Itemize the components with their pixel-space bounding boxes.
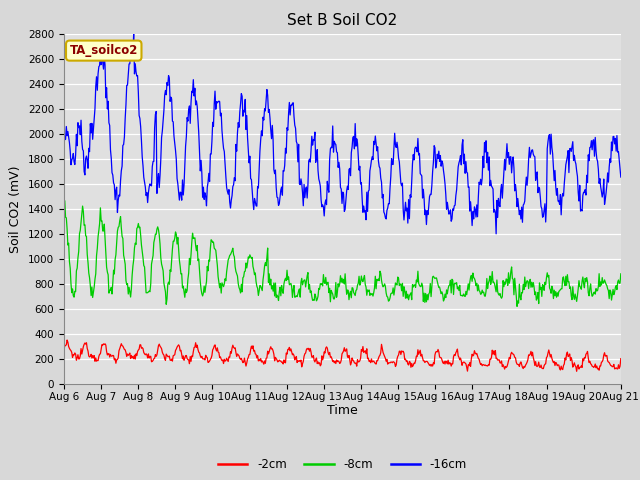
Line: -8cm: -8cm [64, 201, 621, 306]
-8cm [428, 294, 435, 300]
Title: Set B Soil CO2: Set B Soil CO2 [287, 13, 397, 28]
-8cm [411, 282, 419, 288]
-16cm [411, 146, 419, 152]
-16cm [492, 231, 500, 237]
-16cm [617, 174, 625, 180]
-16cm [60, 143, 68, 149]
-8cm [128, 272, 136, 278]
Text: TA_soilco2: TA_soilco2 [70, 44, 138, 57]
-16cm [127, 49, 135, 55]
-2cm [573, 369, 580, 374]
-8cm [617, 271, 625, 276]
-16cm [185, 107, 193, 112]
Legend: -2cm, -8cm, -16cm: -2cm, -8cm, -16cm [213, 454, 472, 476]
-2cm [411, 360, 419, 366]
Line: -16cm: -16cm [64, 34, 621, 234]
-8cm [61, 198, 68, 204]
-2cm [185, 357, 193, 363]
-2cm [63, 337, 71, 343]
-2cm [60, 347, 68, 352]
-8cm [185, 270, 193, 276]
Line: -2cm: -2cm [64, 340, 621, 372]
-2cm [71, 350, 79, 356]
-16cm [428, 192, 435, 197]
-8cm [513, 303, 521, 309]
Y-axis label: Soil CO2 (mV): Soil CO2 (mV) [10, 165, 22, 252]
X-axis label: Time: Time [327, 405, 358, 418]
-16cm [70, 159, 78, 165]
-2cm [617, 356, 625, 361]
-8cm [60, 209, 68, 215]
-16cm [130, 31, 138, 36]
-2cm [428, 363, 435, 369]
-16cm [214, 99, 222, 105]
-8cm [214, 274, 222, 279]
-2cm [214, 349, 222, 355]
-8cm [71, 288, 79, 294]
-2cm [128, 355, 136, 361]
